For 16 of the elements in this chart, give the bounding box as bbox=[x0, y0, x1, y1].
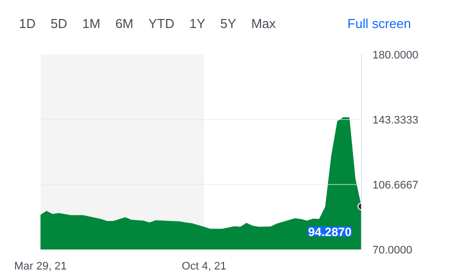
text: 1M bbox=[82, 16, 100, 31]
text: 5D bbox=[50, 16, 68, 31]
y-tick-label: 143.3333 bbox=[372, 114, 418, 126]
y-tick-label: 180.0000 bbox=[372, 50, 418, 62]
y-tick-label: 70.0000 bbox=[372, 244, 412, 256]
annotation: 94.2870 bbox=[308, 224, 352, 239]
text: YTD bbox=[148, 16, 174, 31]
x-tick-label: Oct 4, 21 bbox=[182, 260, 226, 272]
text: 6M bbox=[115, 16, 134, 31]
x-tick-label: Mar 29, 21 bbox=[14, 260, 67, 272]
text: 5Y bbox=[220, 16, 236, 31]
text: 1Y bbox=[189, 16, 206, 31]
y-tick-label: 106.6667 bbox=[372, 180, 418, 192]
text: Full screen bbox=[347, 15, 411, 33]
text: Max bbox=[251, 16, 276, 31]
text: 1D bbox=[19, 16, 36, 31]
